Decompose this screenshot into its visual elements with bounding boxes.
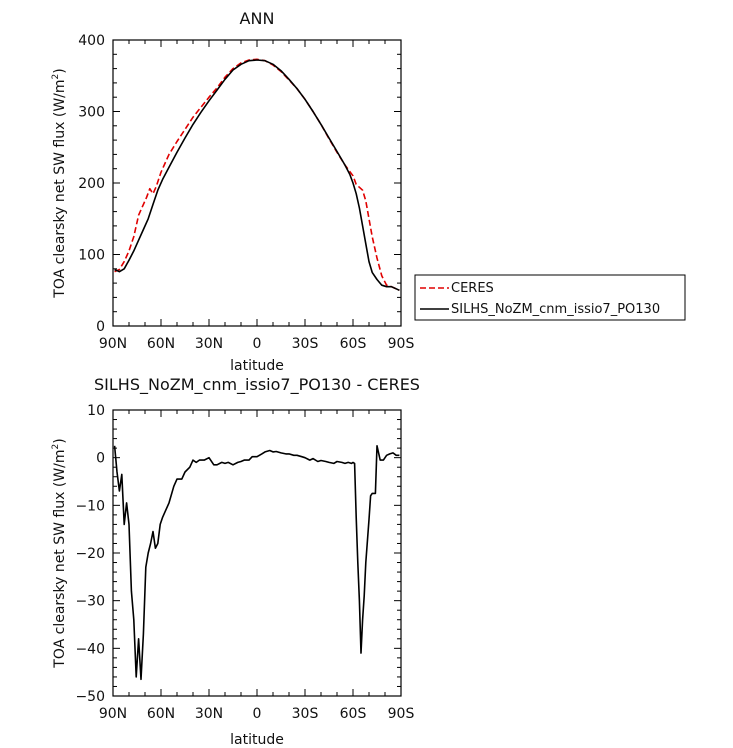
bottom-ytick-label: −20	[75, 546, 105, 562]
bottom-ytick-label: −50	[75, 689, 105, 705]
top-plot-frame	[112, 39, 402, 327]
top-xtick-label: 30S	[292, 336, 319, 352]
bottom-series	[113, 444, 400, 681]
bottom-ytick-label: 0	[96, 451, 105, 467]
bottom-ytick-label: 10	[87, 403, 105, 419]
top-grid-ticks	[112, 39, 402, 327]
bottom-xlabel: latitude	[230, 732, 284, 748]
legend-box	[414, 274, 686, 321]
bottom-xtick-label: 90N	[99, 706, 127, 722]
bottom-ylabel-close: )	[52, 438, 68, 443]
bottom-xtick-label: 60N	[147, 706, 175, 722]
bottom-ytick-label: −10	[75, 498, 105, 514]
top-ylabel-sup: 2	[51, 74, 61, 80]
top-xtick-label: 90N	[99, 336, 127, 352]
top-ytick-label: 200	[78, 176, 105, 192]
legend-ceres-label: CERES	[451, 281, 494, 296]
bottom-xtick-label: 30S	[292, 706, 319, 722]
top-ytick-label: 100	[78, 248, 105, 264]
top-panel: ANN 90N 60N 30N 0 30S 60S 90S 0 100 200 300 400 lat…	[51, 9, 414, 374]
bottom-title: SILHS_NoZM_cnm_issio7_PO130 - CERES	[94, 375, 420, 395]
top-xtick-label: 60N	[147, 336, 175, 352]
top-xtick-label: 60S	[340, 336, 367, 352]
bottom-tick-labels: 90N 60N 30N 0 30S 60S 90S 10 0 −10 −20 −30 −40 −50	[75, 403, 414, 722]
top-series-line-ceres	[114, 58, 400, 292]
top-ylabel-main: TOA clearsky net SW flux (W/m	[52, 79, 68, 298]
top-xtick-label: 0	[253, 336, 262, 352]
top-ytick-label: 400	[78, 33, 105, 49]
bottom-ytick-label: −30	[75, 594, 105, 610]
top-title: ANN	[240, 9, 275, 28]
bottom-panel: SILHS_NoZM_cnm_issio7_PO130 - CERES 90N 6…	[51, 375, 420, 748]
legend: CERES SILHS_NoZM_cnm_issio7_PO130	[414, 274, 686, 321]
bottom-grid-ticks	[112, 409, 402, 697]
top-ytick-label: 300	[78, 105, 105, 121]
top-xtick-label: 90S	[388, 336, 415, 352]
top-tick-labels: 90N 60N 30N 0 30S 60S 90S 0 100 200 300 400	[78, 33, 414, 352]
bottom-xtick-label: 60S	[340, 706, 367, 722]
top-series	[114, 58, 400, 292]
top-xlabel: latitude	[230, 358, 284, 374]
bottom-series-line-difference	[113, 444, 400, 681]
bottom-xtick-label: 90S	[388, 706, 415, 722]
bottom-ylabel: TOA clearsky net SW flux (W/m2)	[51, 438, 68, 668]
bottom-ylabel-sup: 2	[51, 444, 61, 450]
top-series-line-silhs-nozm-cnm-issio7-po130	[114, 59, 400, 292]
top-xtick-label: 30N	[195, 336, 223, 352]
bottom-ytick-label: −40	[75, 641, 105, 657]
top-ytick-label: 0	[96, 319, 105, 335]
legend-model-label: SILHS_NoZM_cnm_issio7_PO130	[451, 302, 660, 317]
bottom-ylabel-main: TOA clearsky net SW flux (W/m	[52, 449, 68, 668]
top-ylabel: TOA clearsky net SW flux (W/m2)	[51, 68, 68, 298]
bottom-xtick-label: 30N	[195, 706, 223, 722]
top-ylabel-close: )	[52, 68, 68, 73]
bottom-xtick-label: 0	[253, 706, 262, 722]
